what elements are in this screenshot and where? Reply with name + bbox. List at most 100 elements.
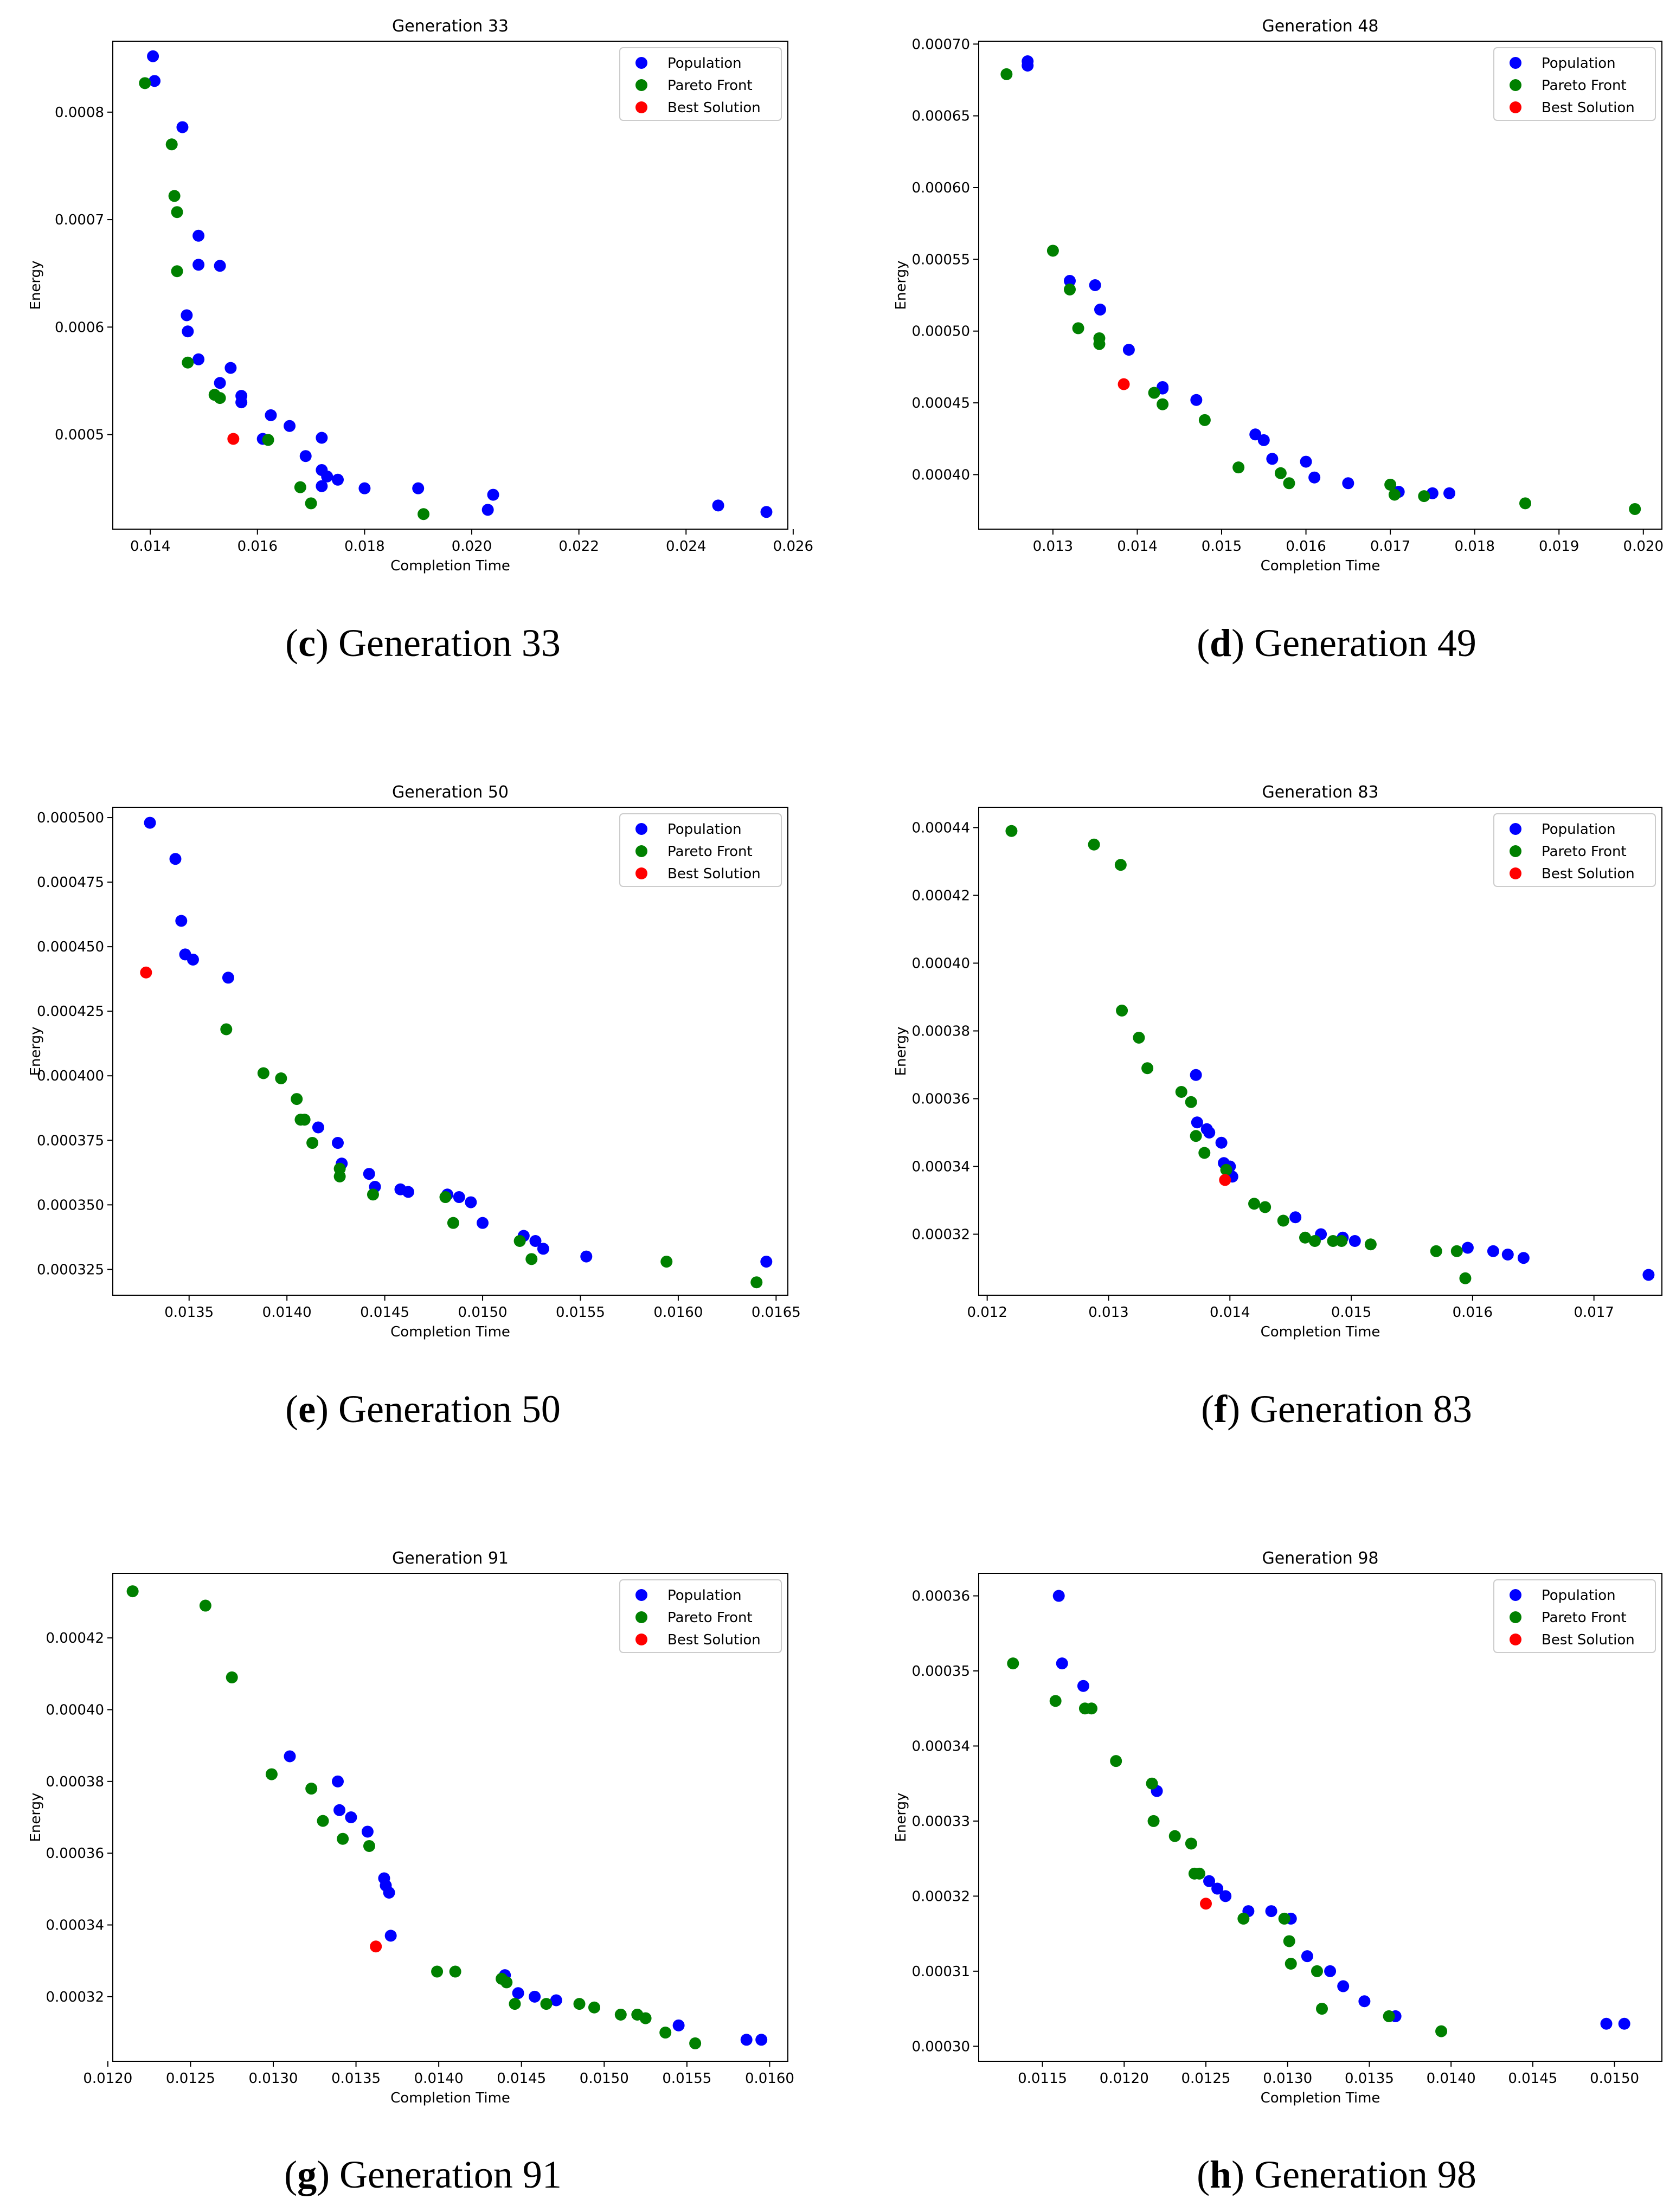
chart-f-title: Generation 83	[1262, 783, 1378, 802]
chart-f-legend-label-0: Population	[1542, 821, 1616, 838]
chart-c-ytick-label-3: 0.0008	[55, 105, 104, 121]
chart-c-xtick-label-4: 0.022	[558, 538, 599, 555]
chart-h-axes-frame	[978, 1573, 1662, 2062]
chart-f-pareto-front-point-21	[1459, 1272, 1472, 1284]
chart-e-xtick-label-3: 0.0150	[458, 1304, 508, 1321]
chart-e-title: Generation 50	[392, 783, 509, 802]
chart-g-legend-marker-1	[635, 1611, 647, 1623]
chart-h-xtick-label-7: 0.0150	[1590, 2070, 1639, 2087]
chart-d-ylabel: Energy	[893, 260, 909, 310]
chart-g-xtick-label-4: 0.0140	[414, 2070, 464, 2087]
chart-c-population-point-22	[358, 482, 371, 494]
chart-c-xtick-label-6: 0.026	[773, 538, 813, 555]
chart-d-population-point-1	[1022, 60, 1034, 72]
chart-g-population-point-8	[384, 1930, 397, 1942]
chart-f-pareto-front-point-7	[1185, 1096, 1197, 1108]
chart-g-pareto-front-point-2	[226, 1671, 238, 1683]
chart-g-legend-label-2: Best Solution	[667, 1632, 761, 1648]
chart-d-xtick-label-0: 0.013	[1033, 538, 1073, 555]
chart-c-population-point-8	[192, 353, 205, 365]
chart-d-xtick-label-6: 0.019	[1539, 538, 1579, 555]
chart-f-ytick-label-3: 0.00038	[911, 1024, 970, 1040]
chart-f-pareto-front-point-2	[1114, 859, 1127, 871]
chart-e-xtick-label-4: 0.0155	[556, 1304, 605, 1321]
chart-g-ylabel: Energy	[28, 1792, 44, 1842]
chart-d-pareto-front-point-5	[1093, 338, 1106, 350]
chart-f-legend-marker-0	[1510, 823, 1521, 835]
chart-g-pareto-front-point-3	[265, 1768, 278, 1780]
chart-g-population-point-0	[284, 1750, 296, 1763]
chart-f-xtick-label-3: 0.015	[1331, 1304, 1371, 1321]
chart-c-ylabel: Energy	[28, 260, 44, 310]
chart-e-population-point-5	[222, 972, 234, 984]
chart-c-ytick-label-0: 0.0005	[55, 427, 104, 443]
chart-f-best-solution-point-0	[1219, 1174, 1231, 1186]
chart-f-population-point-1	[1191, 1116, 1203, 1129]
chart-e-ytick-label-3: 0.000400	[37, 1068, 104, 1084]
chart-e-pareto-front-point-0	[220, 1023, 233, 1036]
chart-e-ytick-label-5: 0.000450	[37, 939, 104, 955]
chart-d-pareto-front-point-11	[1283, 477, 1295, 490]
caption-e: (e) Generation 50	[285, 1387, 561, 1431]
chart-h-title: Generation 98	[1262, 1549, 1378, 1568]
chart-d-population-point-4	[1094, 304, 1106, 316]
chart-e-pareto-front-point-5	[298, 1114, 311, 1126]
chart-d-legend-label-1: Pareto Front	[1542, 78, 1627, 94]
chart-d-pareto-front-point-13	[1388, 488, 1401, 501]
chart-e-legend-marker-0	[635, 823, 647, 835]
chart-g-xtick-label-0: 0.0120	[83, 2070, 132, 2087]
chart-h-pareto-front-point-7	[1168, 1830, 1181, 1842]
chart-f-pareto-front-point-10	[1220, 1163, 1232, 1176]
chart-f-pareto-front-point-3	[1116, 1005, 1128, 1017]
caption-g: (g) Generation 91	[284, 2153, 562, 2196]
chart-c-pareto-front-point-11	[418, 508, 430, 520]
chart-f-population-point-14	[1501, 1249, 1514, 1261]
chart-h-pareto-front-point-1	[1049, 1695, 1062, 1707]
chart-f-pareto-front-point-16	[1327, 1235, 1339, 1247]
chart-h-pareto-front-point-16	[1316, 2003, 1328, 2015]
chart-d-pareto-front-point-3	[1072, 322, 1084, 335]
chart-e-population-point-18	[529, 1235, 542, 1247]
chart-c-legend-label-2: Best Solution	[667, 100, 761, 116]
chart-d-pareto-front-point-10	[1274, 467, 1287, 479]
chart-f-ylabel: Energy	[893, 1026, 909, 1076]
chart-c-ytick-label-1: 0.0006	[55, 319, 104, 336]
chart-d-title: Generation 48	[1262, 17, 1378, 36]
chart-g-xtick-label-2: 0.0130	[249, 2070, 298, 2087]
chart-g-ytick-label-2: 0.00036	[46, 1846, 104, 1862]
chart-e-ytick-label-1: 0.000350	[37, 1197, 104, 1213]
chart-g-ytick-label-1: 0.00034	[46, 1918, 104, 1934]
chart-c-xtick-label-5: 0.024	[666, 538, 706, 555]
chart-d-population-point-8	[1190, 394, 1203, 406]
chart-h-population-point-16	[1618, 2017, 1630, 2030]
chart-c-population-point-23	[412, 482, 425, 494]
chart-f-ytick-label-0: 0.00032	[911, 1227, 970, 1243]
chart-e-ylabel: Energy	[28, 1026, 44, 1076]
chart-g-population-point-4	[361, 1825, 374, 1838]
chart-e-population-point-1	[169, 853, 182, 865]
chart-g-xtick-label-7: 0.0155	[662, 2070, 711, 2087]
chart-h-legend-marker-0	[1510, 1589, 1521, 1601]
chart-f-xtick-label-2: 0.014	[1210, 1304, 1250, 1321]
chart-d-ytick-label-0: 0.00040	[911, 467, 970, 483]
chart-g-legend-label-1: Pareto Front	[667, 1610, 753, 1626]
chart-d-ytick-label-4: 0.00060	[911, 180, 970, 196]
chart-f-pareto-front-point-6	[1175, 1086, 1187, 1098]
chart-g-xtick-label-8: 0.0160	[745, 2070, 794, 2087]
chart-h-legend	[1493, 1579, 1656, 1653]
chart-g-ytick-label-3: 0.00038	[46, 1774, 104, 1790]
chart-d-xlabel: Completion Time	[1261, 558, 1380, 574]
chart-f-pareto-front-point-13	[1277, 1214, 1289, 1227]
chart-h-pareto-front-point-14	[1285, 1958, 1297, 1970]
chart-c-pareto-front-point-4	[171, 265, 183, 278]
chart-d-xtick-label-1: 0.014	[1117, 538, 1157, 555]
chart-h-population-point-0	[1052, 1590, 1065, 1602]
chart-e-pareto-front-point-2	[275, 1072, 287, 1084]
chart-c-population-point-6	[181, 309, 193, 321]
chart-c-population-point-16	[316, 432, 328, 444]
chart-d-population-point-10	[1257, 434, 1270, 446]
chart-d-pareto-front-point-1	[1046, 245, 1059, 257]
chart-h-population-point-8	[1265, 1905, 1277, 1918]
chart-g-ytick-label-4: 0.00040	[46, 1702, 104, 1718]
chart-e-pareto-front-point-13	[525, 1253, 538, 1265]
